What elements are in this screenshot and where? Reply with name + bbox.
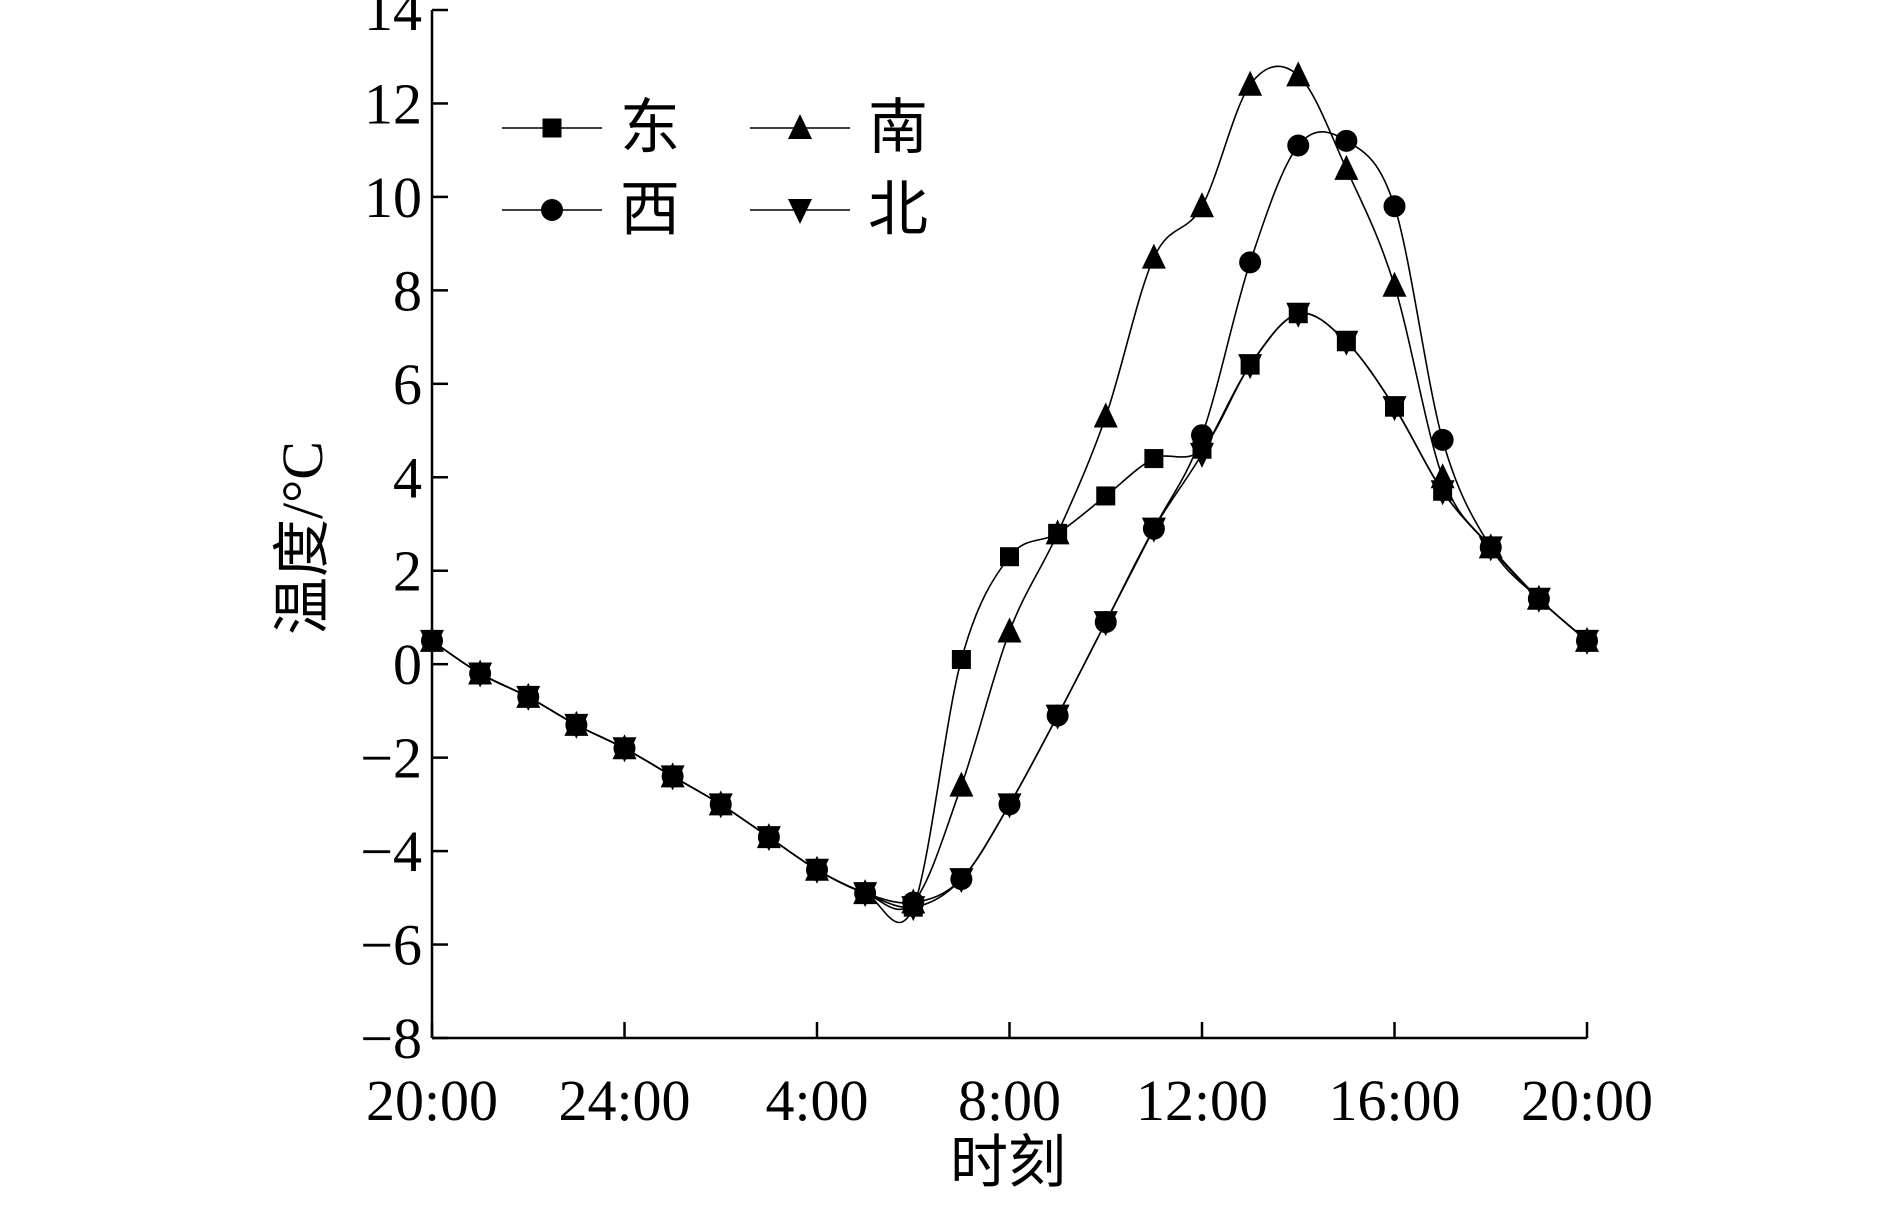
data-point-series-2 [1238,70,1263,96]
data-point-series-4 [1141,517,1166,543]
legend-marker [788,199,812,224]
axis-layer [430,10,1587,1040]
x-tick-label: 20:00 [366,1068,498,1133]
data-point-series-1 [1144,449,1164,469]
data-point-series-4 [901,896,926,922]
data-point-series-2 [1093,402,1118,428]
tick-layer: −8 −6 −4 −2 0 2 4 6 8 10 12 14 20:00 24:00 4:00 8:00 12:… [360,0,1653,1133]
y-tick-label: −4 [360,819,422,884]
data-point-series-4 [468,662,493,688]
legend-marker [542,118,562,138]
data-point-series-4 [564,713,589,739]
y-tick-label: −8 [360,1006,422,1071]
x-tick-label: 20:00 [1521,1068,1653,1133]
data-point-series-4 [1093,611,1118,637]
y-tick-label: 0 [393,632,422,697]
x-tick-label: 12:00 [1136,1068,1268,1133]
data-point-series-4 [1526,587,1551,613]
y-tick-label: −6 [360,913,422,978]
data-point-series-4 [997,793,1022,819]
y-tick-label: 2 [393,539,422,604]
data-point-series-2 [1334,154,1359,180]
legend-marker [541,199,563,221]
legend: 东 南西 北 [502,95,928,243]
legend-label: 东 [620,95,680,161]
data-point-series-2 [949,771,974,797]
legend-label: 南 [868,95,928,161]
data-point-series-2 [1045,519,1070,545]
data-point-series-3 [1431,428,1454,451]
data-point-series-2 [1286,61,1311,87]
data-point-series-4 [1238,354,1263,380]
x-tick-label: 4:00 [765,1068,868,1133]
data-point-series-4 [1334,330,1359,356]
data-point-series-4 [1430,480,1455,506]
data-point-series-3 [1191,424,1213,447]
data-point-series-3 [1287,134,1310,157]
data-point-series-3 [1239,251,1262,274]
data-point-series-2 [1141,243,1166,269]
data-point-series-3 [1383,195,1406,218]
y-tick-label: 4 [393,445,422,510]
x-tick-label: 24:00 [558,1068,690,1133]
data-point-series-4 [708,793,733,819]
data-point-series-4 [1045,704,1070,730]
data-point-series-2 [997,617,1022,643]
data-point-series-1 [1000,547,1019,567]
legend-label: 北 [868,177,928,243]
y-axis-title: 温度/°C [270,441,335,635]
data-point-series-4 [853,882,878,908]
data-point-series-2 [1190,192,1214,218]
y-tick-label: 6 [393,352,422,417]
data-point-series-4 [949,868,974,894]
series-line-2 [431,65,1588,911]
data-point-series-2 [1382,271,1407,297]
y-tick-label: 8 [393,258,422,323]
data-point-series-4 [756,826,781,852]
series-line-3 [431,130,1588,904]
data-point-series-4 [1382,396,1407,422]
x-tick-label: 8:00 [958,1068,1061,1133]
data-point-series-4 [1575,629,1599,655]
y-tick-label: 10 [364,165,422,230]
marker-layer [420,61,1599,922]
y-tick-label: −2 [360,726,422,791]
y-tick-label: 14 [364,0,422,43]
data-point-series-4 [1478,536,1503,562]
data-point-series-4 [516,685,541,711]
legend-marker [788,114,812,139]
series-line-4 [431,312,1588,909]
y-tick-label: 12 [364,71,422,136]
data-point-series-3 [1335,129,1358,152]
x-axis-title: 时刻 [950,1130,1066,1195]
data-point-series-4 [1190,442,1214,468]
x-tick-label: 16:00 [1328,1068,1460,1133]
data-point-series-1 [951,650,971,670]
data-point-series-1 [1096,486,1116,506]
legend-label: 西 [620,177,680,243]
data-point-series-4 [660,765,685,791]
data-point-series-4 [612,737,637,763]
data-point-series-4 [805,858,829,884]
data-point-series-4 [1286,302,1311,328]
